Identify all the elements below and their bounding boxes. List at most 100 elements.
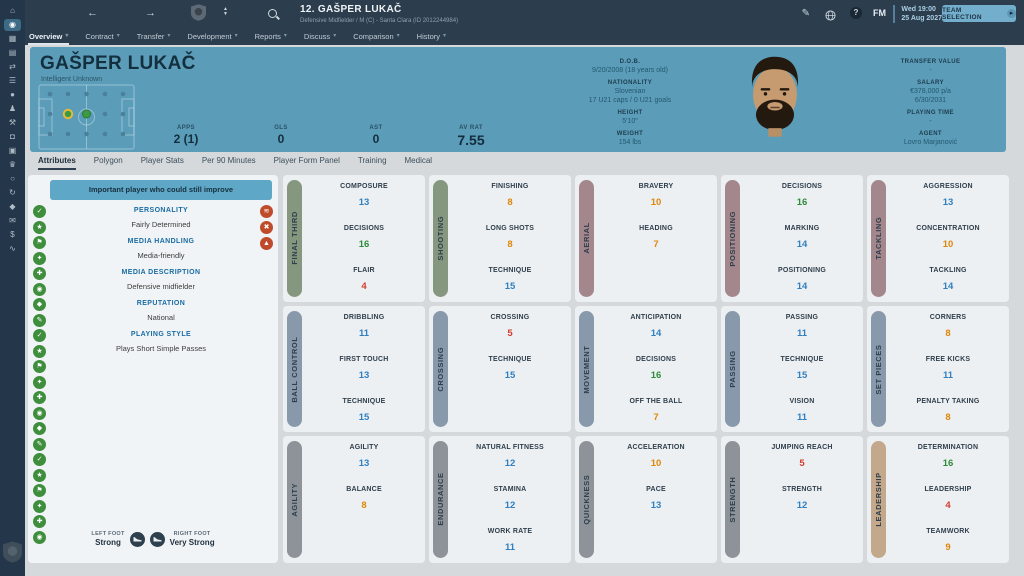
sidebar-competitions-icon[interactable]: ♛ xyxy=(8,160,17,169)
team-selection-button[interactable]: TEAM SELECTION ▸ xyxy=(942,5,1016,22)
attribute-value: 8 xyxy=(945,411,951,423)
tab-player-stats[interactable]: Player Stats xyxy=(140,156,184,165)
tab-player-form-panel[interactable]: Player Form Panel xyxy=(273,156,340,165)
sidebar-schedule-icon[interactable]: ▣ xyxy=(8,146,17,155)
sidebar-finances-icon[interactable]: $ xyxy=(10,230,15,239)
trait-icon[interactable]: ✦ xyxy=(33,499,46,513)
team-selection-label: TEAM SELECTION xyxy=(942,6,982,21)
forward-button[interactable]: → xyxy=(145,7,156,19)
menu-history[interactable]: History ▾ xyxy=(416,30,447,45)
attribute-name: FREE KICKS xyxy=(925,355,971,363)
sidebar-search-icon[interactable]: ○ xyxy=(10,174,15,183)
category-pill: POSITIONING xyxy=(725,180,740,297)
world-globe-icon[interactable] xyxy=(825,8,836,26)
trait-icon[interactable]: ◆ xyxy=(33,298,46,311)
sidebar-squad-icon[interactable]: ▦ xyxy=(8,34,17,43)
menu-transfer[interactable]: Transfer ▾ xyxy=(136,30,172,45)
status-banner: Important player who could still improve xyxy=(50,180,272,200)
edit-pencil-icon[interactable]: ✎ xyxy=(801,8,810,19)
weakness-icon[interactable]: ✖ xyxy=(260,221,273,234)
menu-contract[interactable]: Contract ▾ xyxy=(84,30,120,45)
attribute-name: STAMINA xyxy=(493,486,527,494)
menu-development[interactable]: Development ▾ xyxy=(186,30,238,45)
sidebar-media-icon[interactable]: ◘ xyxy=(10,132,15,141)
trait-icon[interactable]: ✦ xyxy=(33,375,46,389)
menu-comparison[interactable]: Comparison ▾ xyxy=(352,30,400,45)
attribute-name: STRENGTH xyxy=(781,486,823,494)
trait-icon[interactable]: ⚑ xyxy=(33,360,46,373)
left-foot-value: Strong xyxy=(95,538,121,547)
sidebar-home-icon[interactable]: ⌂ xyxy=(10,6,15,15)
sidebar-inbox-icon[interactable]: ✉ xyxy=(9,216,16,225)
club-crest-icon[interactable] xyxy=(191,4,206,26)
tab-per-90-minutes[interactable]: Per 90 Minutes xyxy=(201,156,256,165)
attribute-heading: HEADING 7 xyxy=(599,225,713,260)
sidebar-manager-profile-icon[interactable]: ◉ xyxy=(4,19,21,31)
dob-value: 9/20/2008 (18 years old) xyxy=(592,67,668,74)
trait-icon[interactable]: ★ xyxy=(33,220,46,234)
weakness-icon[interactable]: ▲ xyxy=(260,237,273,250)
trait-icon[interactable]: ✎ xyxy=(33,313,46,327)
position-pitch-map xyxy=(38,84,135,155)
stat-value: 2 (1) xyxy=(173,132,199,146)
trait-icon[interactable]: ✓ xyxy=(33,453,46,466)
trait-icon[interactable]: ✓ xyxy=(33,329,46,342)
stat-label: AV RAT xyxy=(459,125,483,131)
trait-icon[interactable]: ◉ xyxy=(33,282,46,296)
nationality-label: NATIONALITY xyxy=(607,80,653,86)
sidebar-training-icon[interactable]: ⚒ xyxy=(8,118,17,127)
sidebar-staff-icon[interactable]: ♟ xyxy=(8,104,17,113)
trait-icon[interactable]: ✚ xyxy=(33,515,46,528)
sidebar-dynamics-icon[interactable]: ☰ xyxy=(8,76,17,85)
trait-icon[interactable]: ★ xyxy=(33,344,46,358)
tab-training[interactable]: Training xyxy=(357,156,387,165)
sidebar-transfers-icon[interactable]: ⇄ xyxy=(9,62,16,71)
sidebar-club-vision-icon[interactable]: ◆ xyxy=(9,202,16,211)
trait-icon[interactable]: ⚑ xyxy=(33,236,46,249)
trait-icon[interactable]: ⚑ xyxy=(33,484,46,497)
attribute-name: DETERMINATION xyxy=(917,444,979,452)
tab-medical[interactable]: Medical xyxy=(404,156,433,165)
trait-icon[interactable]: ★ xyxy=(33,468,46,482)
attribute-natural-fitness: NATURAL FITNESS 12 xyxy=(453,444,567,479)
cycle-club-chevrons[interactable]: ▲ ▼ xyxy=(223,7,228,17)
menu-reports[interactable]: Reports ▾ xyxy=(254,30,288,45)
category-pill: STRENGTH xyxy=(725,441,740,558)
attribute-name: PACE xyxy=(646,486,666,494)
back-button[interactable]: ← xyxy=(87,7,98,19)
stat-label: APPS xyxy=(177,125,195,131)
trait-icon[interactable]: ✦ xyxy=(33,251,46,265)
help-icon[interactable]: ? xyxy=(850,7,862,19)
trait-icon[interactable]: ✓ xyxy=(33,205,46,218)
attribute-composure: COMPOSURE 13 xyxy=(307,183,421,218)
trait-icon[interactable]: ◆ xyxy=(33,422,46,435)
weakness-icon[interactable]: ≋ xyxy=(260,205,273,218)
attribute-bravery: BRAVERY 10 xyxy=(599,183,713,218)
sidebar-club-info-icon[interactable]: ● xyxy=(10,90,15,99)
menu-discuss[interactable]: Discuss ▾ xyxy=(303,30,337,45)
sidebar-history-icon[interactable]: ↻ xyxy=(9,188,16,197)
attribute-name: HEADING xyxy=(639,225,673,232)
sidebar-tactics-icon[interactable]: ▤ xyxy=(8,48,17,57)
menu-overview[interactable]: Overview ▾ xyxy=(28,30,70,45)
fm-logo: FM xyxy=(873,8,886,18)
attribute-aggression: AGGRESSION 13 xyxy=(891,183,1005,218)
sidebar-analytics-icon[interactable]: ∿ xyxy=(9,244,16,253)
trait-icon[interactable]: ◉ xyxy=(33,406,46,420)
category-pill: AERIAL xyxy=(579,180,594,297)
trait-icon[interactable]: ✚ xyxy=(33,391,46,404)
trait-icon[interactable]: ✎ xyxy=(33,437,46,451)
trait-icon[interactable]: ✚ xyxy=(33,267,46,280)
attribute-card-quickness: QUICKNESS ACCELERATION 10 PACE 13 xyxy=(575,436,717,563)
attribute-tackling: TACKLING 14 xyxy=(891,267,1005,302)
tab-polygon[interactable]: Polygon xyxy=(93,156,123,165)
attribute-name: TECHNIQUE xyxy=(342,397,386,405)
tab-attributes[interactable]: Attributes xyxy=(38,156,76,170)
trait-icon[interactable]: ◉ xyxy=(33,530,46,544)
attribute-value: 11 xyxy=(358,327,370,339)
attribute-value: 8 xyxy=(507,197,513,208)
search-icon[interactable] xyxy=(268,9,277,18)
player-title-block: 12. GAŠPER LUKAČ Defensive Midfielder / … xyxy=(300,4,458,24)
attribute-name: BALANCE xyxy=(346,486,382,494)
attribute-value: 16 xyxy=(796,197,808,208)
